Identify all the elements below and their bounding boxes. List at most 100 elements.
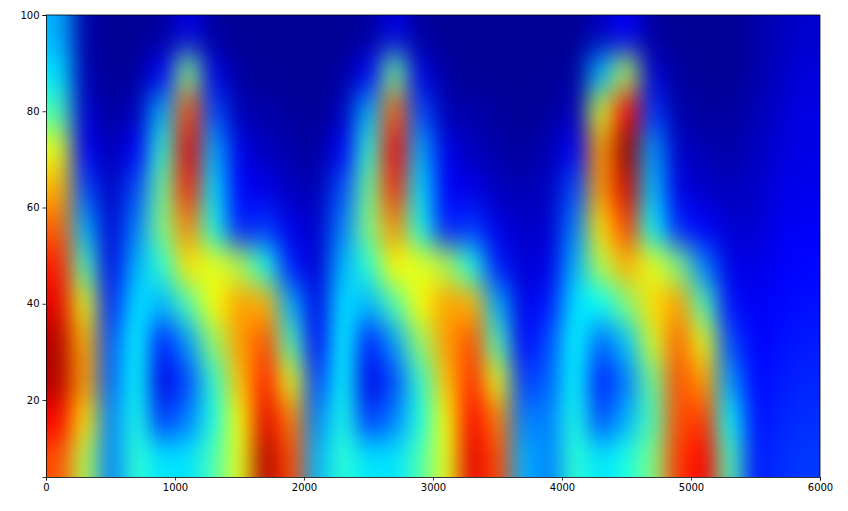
tick-mark xyxy=(691,477,692,481)
heat-cell xyxy=(794,208,820,247)
heat-cell xyxy=(459,439,485,478)
heat-cell xyxy=(356,92,382,131)
heat-cell xyxy=(794,400,820,439)
heat-cell xyxy=(536,92,562,131)
heat-cell xyxy=(278,439,304,478)
tick-mark xyxy=(43,208,47,209)
heat-cell xyxy=(252,15,278,54)
heat-cell xyxy=(691,246,717,285)
heat-cell xyxy=(72,362,98,401)
tick-label: 1000 xyxy=(163,482,188,493)
heat-cell xyxy=(330,439,356,478)
heat-cell xyxy=(691,169,717,208)
heat-cell xyxy=(175,323,201,362)
heat-cell xyxy=(794,246,820,285)
heat-cell xyxy=(46,54,72,93)
heat-cell xyxy=(407,54,433,93)
heat-cell xyxy=(46,400,72,439)
heat-cell xyxy=(330,208,356,247)
heat-cell xyxy=(175,362,201,401)
heat-cell xyxy=(562,323,588,362)
heat-cell xyxy=(639,208,665,247)
heat-cell xyxy=(304,362,330,401)
heat-cell xyxy=(639,400,665,439)
heat-cell xyxy=(46,92,72,131)
heat-cell xyxy=(149,246,175,285)
heat-cell xyxy=(46,323,72,362)
heat-cell xyxy=(433,131,459,170)
heat-cell xyxy=(510,323,536,362)
heat-cell xyxy=(201,169,227,208)
heat-cell xyxy=(485,323,511,362)
heat-cell xyxy=(201,439,227,478)
heat-cell xyxy=(123,169,149,208)
heat-cell xyxy=(562,131,588,170)
heat-cell xyxy=(665,92,691,131)
heat-cell xyxy=(536,169,562,208)
heat-cell xyxy=(510,285,536,324)
heat-cell xyxy=(665,362,691,401)
heat-cell xyxy=(639,54,665,93)
tick-mark xyxy=(562,477,563,481)
heat-cell xyxy=(227,131,253,170)
heat-cell xyxy=(149,362,175,401)
heat-cell xyxy=(639,323,665,362)
heat-cell xyxy=(330,323,356,362)
heat-cell xyxy=(536,400,562,439)
tick-mark xyxy=(820,477,821,481)
heat-cell xyxy=(123,285,149,324)
heat-cell xyxy=(175,15,201,54)
heat-cell xyxy=(743,208,769,247)
heat-cell xyxy=(743,15,769,54)
heat-cell xyxy=(717,131,743,170)
heat-cell xyxy=(717,362,743,401)
heat-cell xyxy=(588,15,614,54)
heat-cell xyxy=(407,131,433,170)
heat-cell xyxy=(201,131,227,170)
heat-cell xyxy=(201,400,227,439)
heat-cell xyxy=(768,439,794,478)
heat-cell xyxy=(72,285,98,324)
heat-cell xyxy=(717,92,743,131)
heat-cell xyxy=(98,131,124,170)
heat-cell xyxy=(768,246,794,285)
heat-cell xyxy=(175,131,201,170)
heat-cell xyxy=(717,439,743,478)
heat-cell xyxy=(510,131,536,170)
heat-cell xyxy=(407,208,433,247)
heat-cell xyxy=(227,169,253,208)
heat-cell xyxy=(536,285,562,324)
heat-cell xyxy=(665,54,691,93)
heat-cell xyxy=(665,323,691,362)
heat-cell xyxy=(768,169,794,208)
tick-mark xyxy=(43,15,47,16)
tick: 3000 xyxy=(421,477,446,493)
heat-cell xyxy=(588,400,614,439)
heat-cell xyxy=(562,285,588,324)
heat-cell xyxy=(717,169,743,208)
heat-cell xyxy=(201,15,227,54)
heat-cell xyxy=(562,92,588,131)
heat-cell xyxy=(459,323,485,362)
heat-cell xyxy=(691,285,717,324)
tick: 100 xyxy=(20,10,46,21)
heat-cell xyxy=(665,208,691,247)
frame-right xyxy=(820,15,821,477)
heat-cell xyxy=(123,400,149,439)
heat-cell xyxy=(743,54,769,93)
heat-cell xyxy=(381,131,407,170)
heat-cell xyxy=(98,208,124,247)
heat-cell xyxy=(356,208,382,247)
tick-mark xyxy=(433,477,434,481)
heat-cell xyxy=(536,15,562,54)
heat-cell xyxy=(149,15,175,54)
heat-cell xyxy=(252,285,278,324)
heat-cell xyxy=(743,92,769,131)
heat-cell xyxy=(459,15,485,54)
heat-cell xyxy=(665,15,691,54)
tick-label: 60 xyxy=(27,202,40,213)
heat-cell xyxy=(46,131,72,170)
tick-label: 100 xyxy=(20,10,39,21)
heat-cell xyxy=(407,246,433,285)
heat-cell xyxy=(485,54,511,93)
